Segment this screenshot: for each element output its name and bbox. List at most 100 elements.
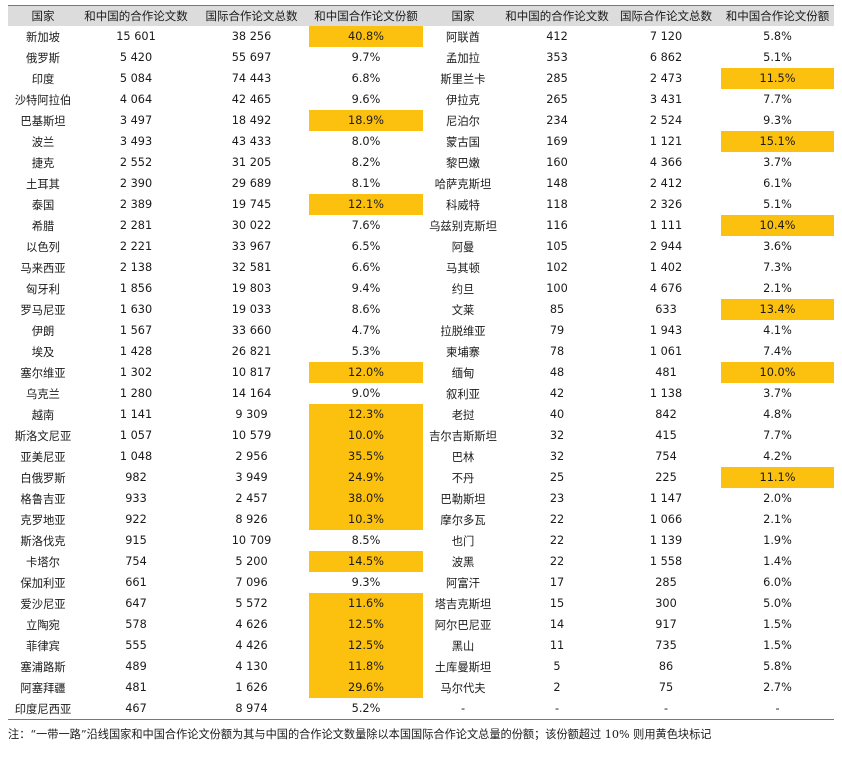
country-cell-right: 波黑 bbox=[451, 555, 475, 569]
intl-total-cell-right: 7 120 bbox=[649, 30, 683, 43]
country-cell-right: 乌兹别克斯坦 bbox=[429, 219, 497, 233]
share-cell: 8.6% bbox=[351, 303, 381, 316]
share-cell: 6.8% bbox=[351, 72, 381, 85]
intl-total-cell-right: 300 bbox=[655, 597, 677, 610]
country-cell: 泰国 bbox=[31, 198, 55, 212]
intl-total-cell-right: 754 bbox=[655, 450, 677, 463]
country-cell-right: 缅甸 bbox=[451, 366, 475, 380]
country-cell-right: 阿曼 bbox=[451, 240, 475, 254]
country-cell: 菲律宾 bbox=[26, 639, 60, 653]
share-cell: 12.5% bbox=[309, 614, 423, 635]
share-cell: 11.8% bbox=[309, 656, 423, 677]
papers-with-china-cell-right: 2 bbox=[553, 681, 561, 694]
share-cell-right: 5.0% bbox=[763, 597, 792, 610]
table-row: 以色列 2 221 33 967 6.5% 阿曼 105 2 944 3.6% bbox=[8, 236, 834, 257]
country-cell: 卡塔尔 bbox=[26, 555, 60, 569]
papers-with-china-cell-right: 78 bbox=[549, 345, 565, 358]
country-cell: 匈牙利 bbox=[26, 282, 60, 296]
table-row: 塞尔维亚 1 302 10 817 12.0% 缅甸 48 481 10.0% bbox=[8, 362, 834, 383]
intl-total-cell-right: 75 bbox=[658, 681, 674, 694]
papers-with-china-cell-right: 265 bbox=[546, 93, 568, 106]
share-cell: 9.6% bbox=[351, 93, 381, 106]
intl-total-cell-right: 225 bbox=[655, 471, 677, 484]
country-cell: 爱沙尼亚 bbox=[20, 597, 66, 611]
country-cell: 埃及 bbox=[31, 345, 55, 359]
country-cell: 格鲁吉亚 bbox=[20, 492, 66, 506]
country-cell: 以色列 bbox=[26, 240, 60, 254]
papers-with-china-cell-right: 234 bbox=[546, 114, 568, 127]
table-row: 俄罗斯 5 420 55 697 9.7% 孟加拉 353 6 862 5.1% bbox=[8, 47, 834, 68]
country-cell: 波兰 bbox=[31, 135, 55, 149]
table-row: 土耳其 2 390 29 689 8.1% 哈萨克斯坦 148 2 412 6.1% bbox=[8, 173, 834, 194]
papers-with-china-cell-right: 85 bbox=[549, 303, 565, 316]
papers-with-china-cell-right: - bbox=[503, 698, 611, 720]
share-cell: 18.9% bbox=[309, 110, 423, 131]
intl-total-cell: 10 817 bbox=[231, 366, 272, 379]
country-cell-right: 阿联酋 bbox=[446, 30, 480, 44]
share-cell-right: 2.1% bbox=[763, 282, 792, 295]
header-share-right: 和中国合作论文份额 bbox=[721, 5, 834, 26]
intl-total-cell: 19 033 bbox=[231, 303, 272, 316]
intl-total-cell: 10 579 bbox=[231, 429, 272, 442]
share-cell-right: 1.5% bbox=[763, 618, 792, 631]
share-cell-right: - bbox=[721, 698, 834, 720]
papers-with-china-cell-right: 40 bbox=[549, 408, 565, 421]
share-cell: 10.3% bbox=[309, 509, 423, 530]
intl-total-cell: 4 626 bbox=[235, 618, 268, 631]
country-cell: 新加坡 bbox=[26, 30, 60, 44]
intl-total-cell-right: 2 524 bbox=[649, 114, 683, 127]
country-cell-right: 阿富汗 bbox=[446, 576, 480, 590]
papers-with-china-cell: 2 221 bbox=[119, 240, 153, 253]
country-cell-right: 蒙古国 bbox=[446, 135, 480, 149]
papers-with-china-cell: 2 552 bbox=[119, 156, 153, 169]
share-cell: 8.5% bbox=[351, 534, 381, 547]
country-cell: 克罗地亚 bbox=[20, 513, 66, 527]
papers-with-china-cell-right: 25 bbox=[549, 471, 565, 484]
share-cell-right: 5.8% bbox=[763, 30, 792, 43]
intl-total-cell-right: 1 147 bbox=[649, 492, 683, 505]
papers-with-china-cell-right: 285 bbox=[546, 72, 568, 85]
intl-total-cell-right: 917 bbox=[655, 618, 677, 631]
header-papers-with-china: 和中国的合作论文数 bbox=[78, 5, 194, 26]
papers-with-china-cell: 915 bbox=[125, 534, 147, 547]
intl-total-cell: 7 096 bbox=[235, 576, 268, 589]
table-row: 印度 5 084 74 443 6.8% 斯里兰卡 285 2 473 11.5% bbox=[8, 68, 834, 89]
share-cell: 35.5% bbox=[309, 446, 423, 467]
intl-total-cell: 8 974 bbox=[194, 698, 309, 720]
country-cell-right: 文莱 bbox=[451, 303, 475, 317]
share-cell: 6.5% bbox=[351, 240, 381, 253]
intl-total-cell: 26 821 bbox=[231, 345, 272, 358]
table-body: 新加坡 15 601 38 256 40.8% 阿联酋 412 7 120 5.8% 俄罗斯 5 … bbox=[8, 26, 834, 720]
papers-with-china-cell: 467 bbox=[78, 698, 194, 720]
table-row: 立陶宛 578 4 626 12.5% 阿尔巴尼亚 14 917 1.5% bbox=[8, 614, 834, 635]
country-cell: 亚美尼亚 bbox=[20, 450, 66, 464]
table-row: 卡塔尔 754 5 200 14.5% 波黑 22 1 558 1.4% bbox=[8, 551, 834, 572]
table-row: 巴基斯坦 3 497 18 492 18.9% 尼泊尔 234 2 524 9.3% bbox=[8, 110, 834, 131]
intl-total-cell: 5 200 bbox=[235, 555, 268, 568]
intl-total-cell-right: 4 366 bbox=[649, 156, 683, 169]
papers-with-china-cell: 2 138 bbox=[119, 261, 153, 274]
table-row: 阿塞拜疆 481 1 626 29.6% 马尔代夫 2 75 2.7% bbox=[8, 677, 834, 698]
country-cell: 印度 bbox=[31, 72, 55, 86]
table-row: 波兰 3 493 43 433 8.0% 蒙古国 169 1 121 15.1% bbox=[8, 131, 834, 152]
papers-with-china-cell: 661 bbox=[125, 576, 147, 589]
country-cell-right: 柬埔寨 bbox=[446, 345, 480, 359]
country-cell-right: 约旦 bbox=[451, 282, 475, 296]
share-cell-right: 1.9% bbox=[763, 534, 792, 547]
papers-with-china-cell: 3 497 bbox=[119, 114, 153, 127]
share-cell-right: 15.1% bbox=[721, 131, 834, 152]
country-cell: 阿塞拜疆 bbox=[20, 681, 66, 695]
table-header-row: 国家 和中国的合作论文数 国际合作论文总数 和中国合作论文份额 国家 和中国的合… bbox=[8, 5, 834, 26]
share-cell-right: 3.6% bbox=[763, 240, 792, 253]
country-cell: 伊朗 bbox=[31, 324, 55, 338]
share-cell-right: 7.3% bbox=[763, 261, 792, 274]
country-cell: 白俄罗斯 bbox=[20, 471, 66, 485]
country-cell-right: 阿尔巴尼亚 bbox=[434, 618, 492, 632]
intl-total-cell-right: 1 066 bbox=[649, 513, 683, 526]
share-cell: 6.6% bbox=[351, 261, 381, 274]
share-cell-right: 4.8% bbox=[763, 408, 792, 421]
papers-with-china-cell-right: 23 bbox=[549, 492, 565, 505]
table-row: 马来西亚 2 138 32 581 6.6% 马其顿 102 1 402 7.3% bbox=[8, 257, 834, 278]
country-cell: 马来西亚 bbox=[20, 261, 66, 275]
intl-total-cell: 31 205 bbox=[231, 156, 272, 169]
